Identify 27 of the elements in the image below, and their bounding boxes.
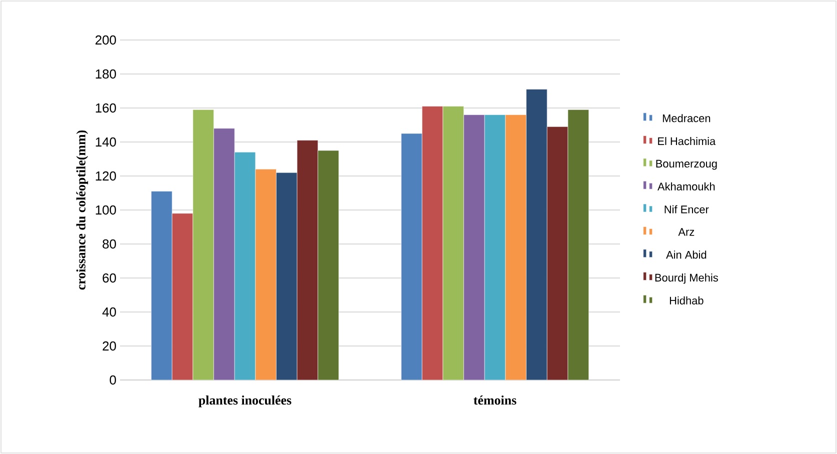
- x-tick-label: plantes inoculées: [198, 396, 292, 408]
- legend-label: Hidhab: [670, 296, 704, 304]
- y-tick-label: 200: [96, 35, 116, 45]
- x-tick-label: témoins: [474, 396, 516, 405]
- legend-label: Bourdj Mehis: [655, 274, 718, 284]
- legend-label: Medracen: [662, 114, 710, 122]
- bar: [296, 140, 318, 380]
- bar: [422, 106, 444, 380]
- y-tick-label: 60: [102, 273, 116, 283]
- y-tick-label: 20: [102, 341, 116, 351]
- y-tick-label: 0: [110, 375, 116, 385]
- legend-label: Boumerzoug: [656, 160, 717, 170]
- legend-label: Arz: [678, 228, 694, 236]
- y-tick-label: 40: [102, 307, 116, 317]
- y-tick-label: 80: [102, 239, 116, 249]
- legend-label: Akhamoukh: [658, 182, 715, 190]
- legend-label: Nif Encer: [664, 205, 709, 214]
- bar: [546, 126, 568, 380]
- y-tick-label: 100: [96, 205, 116, 215]
- y-tick-label: 180: [96, 69, 116, 79]
- y-tick-label: 160: [96, 103, 116, 113]
- y-tick-label: 140: [96, 137, 116, 147]
- y-axis-title: croissance du coléoptile(mm): [76, 130, 88, 290]
- y-tick-label: 120: [96, 171, 116, 181]
- bar: [172, 213, 194, 380]
- legend-label: Ain Abid: [666, 250, 706, 259]
- legend-label: El Hachimia: [658, 137, 716, 146]
